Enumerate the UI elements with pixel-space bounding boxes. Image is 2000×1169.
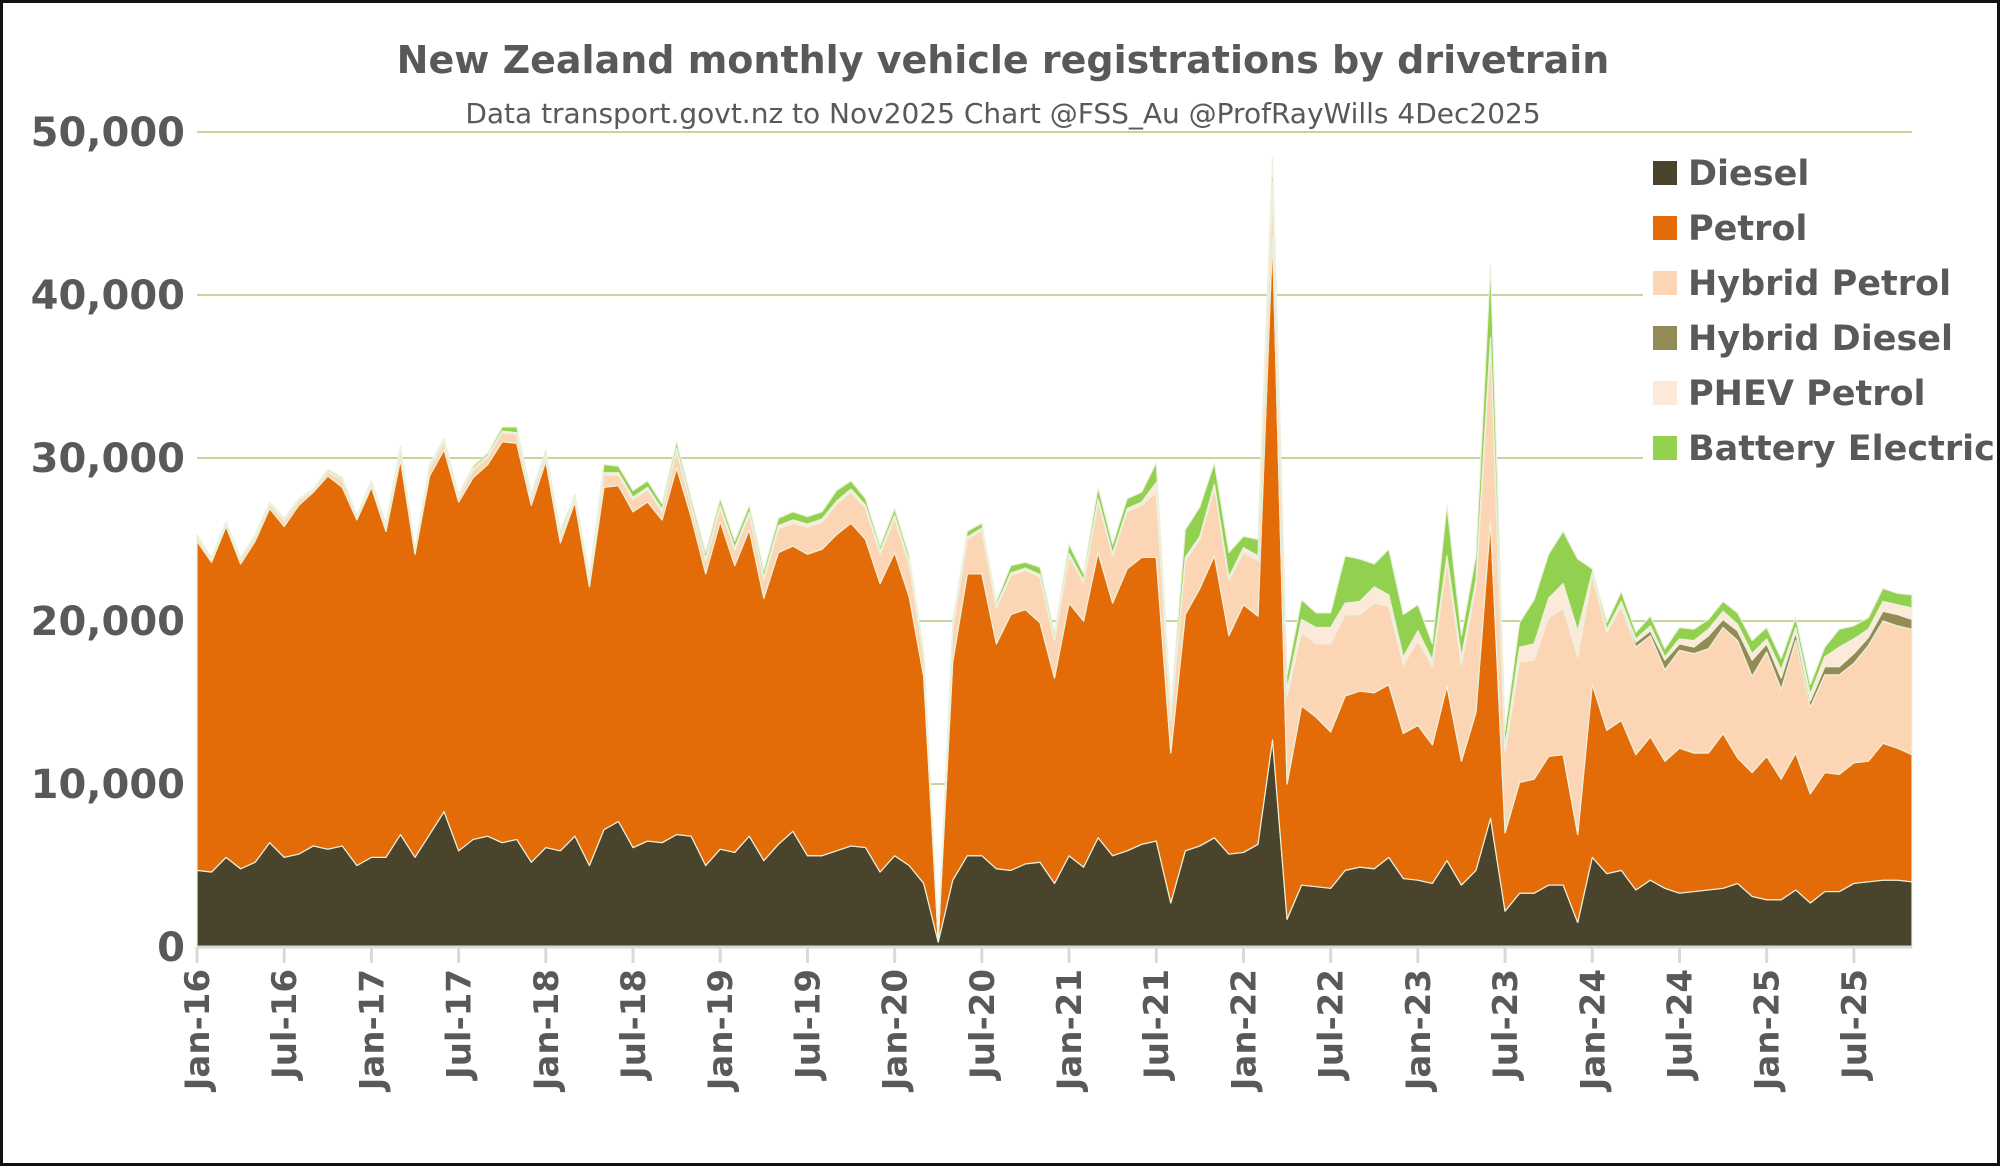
x-tick-label: Jan-18	[527, 969, 567, 1092]
x-tick-label: Jan-25	[1748, 969, 1788, 1092]
legend-swatch	[1653, 436, 1677, 460]
legend-label: Hybrid Diesel	[1688, 319, 1953, 359]
x-tick-label: Jan-24	[1573, 969, 1613, 1092]
legend-label: Hybrid Petrol	[1688, 264, 1951, 304]
x-tick-label: Jul-17	[440, 969, 480, 1081]
x-tick-label: Jan-21	[1050, 969, 1090, 1092]
x-tick-label: Jan-17	[352, 969, 392, 1092]
legend-label: Petrol	[1688, 209, 1807, 249]
x-tick-label: Jul-19	[788, 969, 828, 1081]
stacked-area-chart: New Zealand monthly vehicle registration…	[31, 38, 1995, 1092]
x-tick-label: Jul-23	[1486, 969, 1526, 1081]
chart-title: New Zealand monthly vehicle registration…	[397, 38, 1610, 82]
legend-swatch	[1653, 271, 1677, 295]
legend-label: Diesel	[1688, 154, 1809, 194]
chart-subtitle: Data transport.govt.nz to Nov2025 Chart …	[465, 97, 1540, 130]
y-tick-label: 40,000	[31, 273, 185, 319]
x-tick-label: Jul-24	[1660, 969, 1700, 1081]
x-tick-label: Jan-19	[701, 969, 741, 1092]
legend-swatch	[1653, 381, 1677, 405]
y-tick-label: 30,000	[31, 436, 185, 482]
legend-background	[1643, 135, 1973, 465]
y-axis: 0 10,000 20,000 30,000 40,000 50,000	[31, 110, 185, 971]
x-tick-label: Jul-20	[963, 969, 1003, 1081]
y-tick-label: 50,000	[31, 110, 185, 156]
legend: Diesel Petrol Hybrid Petrol Hybrid Diesel PH…	[1643, 135, 1995, 469]
x-tick-label: Jul-22	[1312, 969, 1352, 1081]
legend-label: Battery Electric	[1688, 429, 1995, 469]
series-areas	[196, 157, 1913, 948]
legend-item: Hybrid Diesel	[1653, 319, 1953, 359]
legend-item: Hybrid Petrol	[1653, 264, 1951, 304]
x-tick-label: Jan-16	[178, 969, 218, 1092]
x-axis: Jan-16 Jul-16 Jan-17 Jul-17 Jan-18 Jul-18 Jan-…	[178, 945, 1912, 1092]
x-tick-label: Jan-23	[1399, 969, 1439, 1092]
legend-label: PHEV Petrol	[1688, 374, 1926, 414]
area-battery-electric	[196, 157, 1913, 941]
x-tick-label: Jan-22	[1224, 969, 1264, 1092]
legend-swatch	[1653, 161, 1677, 185]
x-tick-label: Jul-21	[1137, 969, 1177, 1081]
legend-swatch	[1653, 216, 1677, 240]
legend-item: Petrol	[1653, 209, 1807, 249]
legend-item: PHEV Petrol	[1653, 374, 1926, 414]
x-tick-label: Jul-25	[1835, 969, 1875, 1081]
legend-swatch	[1653, 326, 1677, 350]
legend-item: Battery Electric	[1653, 429, 1995, 469]
y-tick-label: 20,000	[31, 599, 185, 645]
x-tick-label: Jul-18	[614, 969, 654, 1081]
y-tick-label: 10,000	[31, 762, 185, 808]
x-tick-label: Jan-20	[876, 969, 916, 1092]
legend-item: Diesel	[1653, 154, 1809, 194]
y-tick-label: 0	[157, 925, 185, 971]
x-tick-label: Jul-16	[265, 969, 305, 1081]
